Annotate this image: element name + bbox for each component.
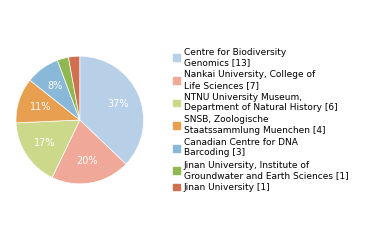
Text: 11%: 11% xyxy=(30,102,51,112)
Text: 8%: 8% xyxy=(48,81,63,91)
Wedge shape xyxy=(16,80,80,123)
Wedge shape xyxy=(57,57,80,120)
Text: 17%: 17% xyxy=(35,138,56,148)
Text: 20%: 20% xyxy=(76,156,98,166)
Wedge shape xyxy=(80,56,144,164)
Wedge shape xyxy=(16,120,80,178)
Legend: Centre for Biodiversity
Genomics [13], Nankai University, College of
Life Scienc: Centre for Biodiversity Genomics [13], N… xyxy=(172,47,349,193)
Wedge shape xyxy=(30,60,80,120)
Text: 37%: 37% xyxy=(107,99,129,109)
Wedge shape xyxy=(52,120,126,184)
Wedge shape xyxy=(68,56,80,120)
